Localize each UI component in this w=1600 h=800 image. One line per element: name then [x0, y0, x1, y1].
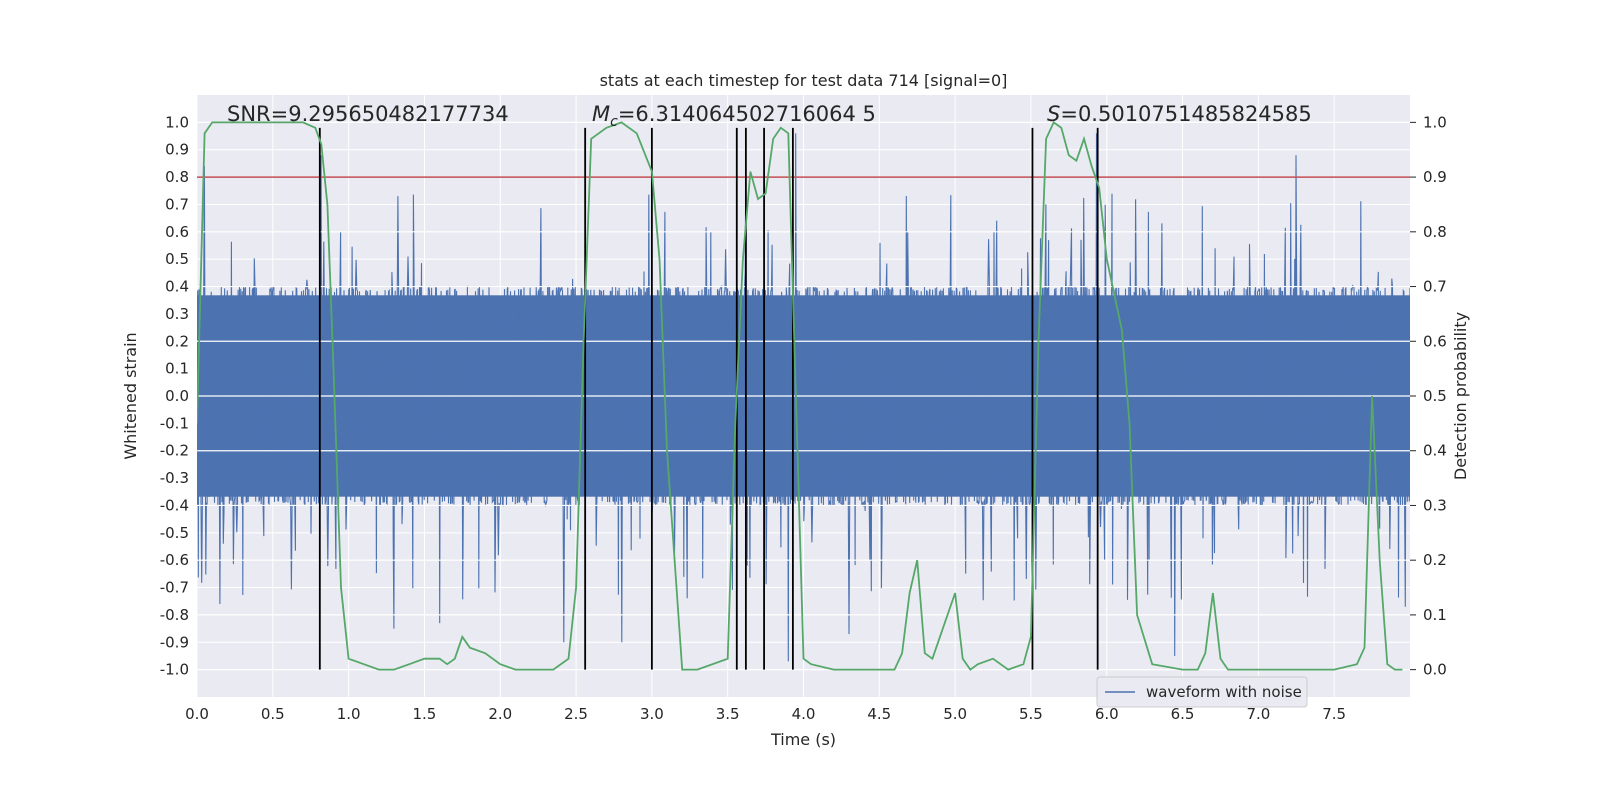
- x-tick-label: 5.5: [1019, 705, 1043, 723]
- y2-axis-label: Detection probability: [1451, 312, 1470, 480]
- y-tick-label: -0.8: [160, 606, 189, 624]
- y2-tick-label: 0.2: [1423, 551, 1447, 569]
- x-axis-label: Time (s): [770, 730, 836, 749]
- y-tick-label: -0.3: [160, 469, 189, 487]
- y-tick-label: -0.5: [160, 524, 189, 542]
- x-tick-label: 2.5: [564, 705, 588, 723]
- y-tick-label: 1.0: [165, 113, 189, 131]
- y2-tick-label: 0.0: [1423, 661, 1447, 679]
- chirp-mass-symbol: M: [592, 102, 610, 126]
- y-tick-label: 0.4: [165, 278, 189, 296]
- legend: waveform with noise: [1096, 676, 1308, 708]
- x-tick-label: 1.5: [413, 705, 437, 723]
- y2-tick-label: 0.7: [1423, 278, 1447, 296]
- y2-tick-label: 0.9: [1423, 168, 1447, 186]
- y-tick-label: 0.7: [165, 195, 189, 213]
- y2-tick-label: 1.0: [1423, 113, 1447, 131]
- y-tick-label: -0.6: [160, 551, 189, 569]
- s-annotation: S=0.5010751485824585: [1047, 102, 1312, 126]
- x-tick-label: 7.0: [1246, 705, 1270, 723]
- s-symbol: S: [1047, 102, 1060, 126]
- waveform-series: [197, 121, 1410, 671]
- x-tick-label: 4.5: [867, 705, 891, 723]
- y2-tick-label: 0.8: [1423, 223, 1447, 241]
- probability-overlays: [197, 121, 1410, 671]
- s-value: =0.5010751485824585: [1060, 102, 1311, 126]
- chirp-mass-subscript: c: [610, 114, 618, 130]
- x-tick-label: 0.5: [261, 705, 285, 723]
- x-tick-label: 3.5: [716, 705, 740, 723]
- y-tick-label: -0.4: [160, 496, 189, 514]
- y-tick-label: 0.3: [165, 305, 189, 323]
- y2-tick-label: 0.4: [1423, 442, 1447, 460]
- y2-tick-label: 0.3: [1423, 496, 1447, 514]
- y-tick-label: -0.9: [160, 633, 189, 651]
- chirp-mass-value: =6.314064502716064 5: [618, 102, 876, 126]
- x-tick-label: 4.0: [792, 705, 816, 723]
- x-tick-label: 0.0: [185, 705, 209, 723]
- y-tick-label: 0.8: [165, 168, 189, 186]
- y-tick-label: -0.7: [160, 579, 189, 597]
- x-tick-label: 2.0: [488, 705, 512, 723]
- y2-tick-label: 0.5: [1423, 387, 1447, 405]
- y-tick-label: 0.9: [165, 141, 189, 159]
- y2-tick-label: 0.6: [1423, 332, 1447, 350]
- legend-box: [1096, 676, 1308, 708]
- x-tick-label: 6.5: [1171, 705, 1195, 723]
- x-tick-label: 3.0: [640, 705, 664, 723]
- x-tick-label: 6.0: [1095, 705, 1119, 723]
- probability-line: [197, 121, 1403, 671]
- waveform-line: [197, 133, 1410, 662]
- legend-label: waveform with noise: [1146, 683, 1302, 701]
- x-tick-label: 1.0: [337, 705, 361, 723]
- chart-title: stats at each timestep for test data 714…: [600, 71, 1008, 90]
- y-tick-label: 0.5: [165, 250, 189, 268]
- y-tick-label: -0.2: [160, 442, 189, 460]
- snr-annotation: SNR=9.295650482177734: [227, 102, 509, 126]
- axes: 0.0 0.5 1.0 1.5 2.0 2.5 3.0 3.5 4.0 4.5 5.0 5.5 6.0 6…: [160, 113, 1447, 723]
- y-tick-label: 0.2: [165, 332, 189, 350]
- y2-tick-label: 0.1: [1423, 606, 1447, 624]
- x-tick-label: 5.0: [943, 705, 967, 723]
- y-tick-label: -1.0: [160, 661, 189, 679]
- y-axis-label: Whitened strain: [121, 332, 140, 459]
- chirp-mass-annotation: Mc=6.314064502716064 5: [592, 102, 876, 130]
- y-tick-label: 0.1: [165, 360, 189, 378]
- y-tick-label: -0.1: [160, 414, 189, 432]
- y-tick-label: 0.6: [165, 223, 189, 241]
- x-tick-label: 7.5: [1322, 705, 1346, 723]
- y-tick-label: 0.0: [165, 387, 189, 405]
